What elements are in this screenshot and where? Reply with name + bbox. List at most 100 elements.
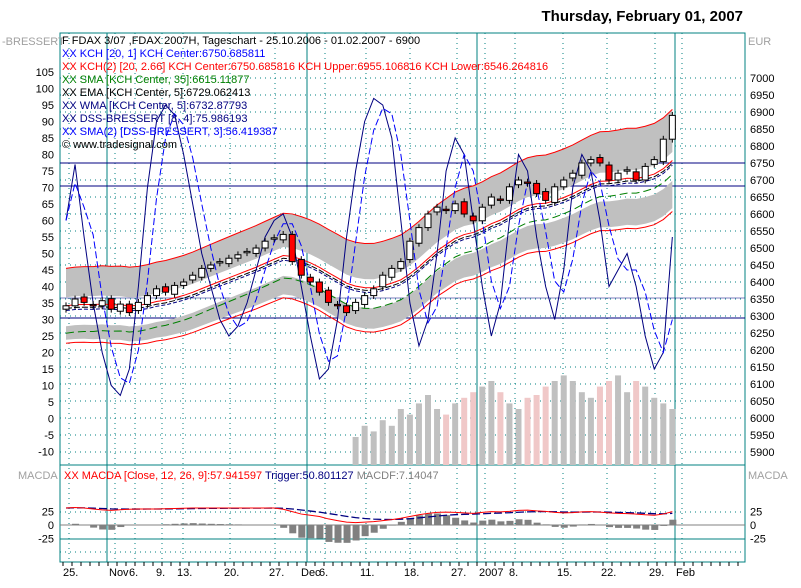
date-label: 27. bbox=[269, 567, 284, 579]
volume-bar bbox=[497, 392, 504, 465]
date-label: 27. bbox=[451, 567, 466, 579]
macd-histogram-bar bbox=[307, 525, 315, 539]
candle-body bbox=[216, 261, 224, 264]
right-tick-label: 6750 bbox=[750, 158, 774, 170]
macd-histogram-bar bbox=[425, 513, 432, 525]
macd-right-tick: -25 bbox=[750, 534, 766, 546]
date-label: 15. bbox=[557, 567, 572, 579]
candle-body bbox=[623, 169, 631, 172]
macd-histogram-bar bbox=[117, 525, 125, 528]
candle-body bbox=[605, 164, 613, 181]
candle-body bbox=[189, 274, 197, 281]
volume-bar bbox=[615, 375, 622, 465]
candle-body bbox=[315, 281, 323, 293]
left-tick-label: 20 bbox=[42, 348, 54, 360]
candle-body bbox=[533, 182, 541, 195]
kch-band bbox=[66, 109, 673, 298]
left-tick-label: -5 bbox=[44, 430, 54, 442]
right-tick-label: 6600 bbox=[750, 209, 774, 221]
right-tick-label: 6950 bbox=[750, 90, 774, 102]
legend-entry: XX EMA [KCH Center, 5]:6729.062413 bbox=[62, 87, 251, 99]
macda-line bbox=[65, 507, 673, 524]
macd-histogram-bar bbox=[633, 525, 641, 529]
macdf-legend: MACDF:7.14047 bbox=[357, 470, 439, 482]
left-tick-label: 15 bbox=[42, 364, 54, 376]
left-tick-label: 10 bbox=[42, 381, 54, 393]
left-tick-label: 55 bbox=[42, 232, 54, 244]
candle-body bbox=[243, 250, 251, 254]
candle-body bbox=[569, 172, 577, 179]
macd-histogram-bar bbox=[72, 523, 80, 525]
volume-bar bbox=[515, 409, 522, 465]
candle-body bbox=[261, 240, 269, 249]
left-tick-label: 105 bbox=[36, 67, 54, 79]
candle-body bbox=[406, 240, 414, 261]
right-tick-label: 6450 bbox=[750, 260, 774, 272]
macd-histogram-bar bbox=[415, 515, 423, 525]
candle-body bbox=[134, 301, 142, 312]
macd-left-title: MACDA bbox=[18, 470, 58, 482]
right-tick-label: 6900 bbox=[750, 107, 774, 119]
macd-histogram-bar bbox=[452, 517, 460, 525]
macd-histogram-bar bbox=[207, 523, 215, 525]
macd-histogram-bar bbox=[606, 525, 613, 528]
macd-histogram-bar bbox=[642, 525, 650, 530]
volume-bar bbox=[452, 403, 459, 465]
candle-body bbox=[415, 227, 423, 244]
left-tick-label: 100 bbox=[36, 84, 54, 96]
candle-body bbox=[524, 181, 532, 184]
volume-bar bbox=[533, 395, 540, 465]
volume-bar bbox=[461, 397, 468, 465]
date-label: 6. bbox=[319, 567, 328, 579]
macd-histogram-bar bbox=[289, 525, 297, 534]
left-tick-label: 0 bbox=[48, 414, 54, 426]
macd-histogram-bar bbox=[569, 525, 577, 527]
candle-body bbox=[198, 267, 206, 278]
candle-body bbox=[171, 284, 179, 295]
candle-body bbox=[270, 237, 278, 240]
candle-body bbox=[433, 206, 441, 213]
macd-histogram-bar bbox=[343, 525, 351, 543]
kch-upper-line bbox=[65, 109, 673, 269]
right-tick-label: 6250 bbox=[750, 328, 774, 340]
candle-body bbox=[324, 289, 332, 303]
date-label: 29. bbox=[649, 567, 664, 579]
date-label: 6. bbox=[129, 567, 138, 579]
wma-line bbox=[65, 164, 673, 312]
candle-body bbox=[614, 172, 622, 181]
legend-entry: XX DSS-BRESSERT [8, 4]:75.986193 bbox=[62, 113, 248, 125]
macd-histogram-bar bbox=[316, 525, 324, 539]
right-tick-label: 6400 bbox=[750, 277, 774, 289]
left-axis-title: -BRESSERT bbox=[2, 36, 65, 48]
legend-entry: XX KCH [20, 1] KCH Center:6750.685811 bbox=[62, 48, 266, 60]
kch-lower-line bbox=[65, 211, 673, 346]
right-tick-label: 6150 bbox=[750, 362, 774, 374]
right-tick-label: 7000 bbox=[750, 73, 774, 85]
volume-bar bbox=[397, 409, 404, 465]
legend-entry: XX SMA(2) [DSS-BRESSERT, 3]:56.419387 bbox=[62, 126, 278, 138]
left-tick-label: 5 bbox=[48, 397, 54, 409]
macd-histogram-bar bbox=[615, 525, 623, 528]
candle-body bbox=[379, 274, 387, 288]
left-tick-label: 65 bbox=[42, 199, 54, 211]
macd-histogram-bar bbox=[334, 525, 342, 543]
macd-histogram-bar bbox=[587, 523, 595, 525]
macd-histogram-bar bbox=[325, 525, 333, 542]
macd-histogram-bar bbox=[90, 525, 98, 528]
macd-histogram-bar bbox=[406, 518, 414, 525]
candle-body bbox=[225, 257, 233, 265]
volume-bar bbox=[660, 403, 667, 465]
volume-bar bbox=[406, 414, 413, 465]
volume-bar bbox=[388, 425, 395, 465]
macda-legend: XX MACDA [Close, 12, 26, 9]:57.941597 bbox=[64, 470, 262, 482]
legend-entry: XX WMA [KCH Center, 5]:6732.87793 bbox=[62, 100, 248, 112]
macd-histogram-bar bbox=[397, 521, 405, 525]
macd-histogram-bar bbox=[99, 525, 107, 530]
legend-entry: © www.tradesignal.com bbox=[62, 139, 178, 151]
candle-body bbox=[62, 305, 70, 310]
candle-body bbox=[334, 303, 341, 307]
volume-bar bbox=[443, 414, 450, 465]
macd-histogram-bar bbox=[470, 522, 478, 525]
right-tick-label: 6550 bbox=[750, 226, 774, 238]
